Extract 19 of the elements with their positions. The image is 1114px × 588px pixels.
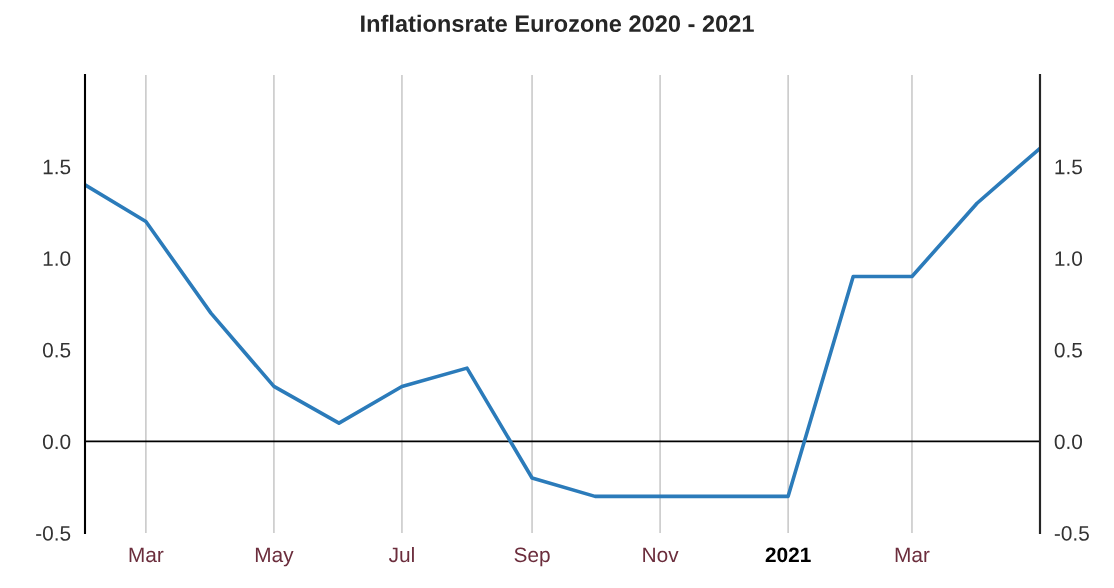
y-tick-label: -0.5 (36, 526, 71, 541)
chart-title: Inflationsrate Eurozone 2020 - 2021 (361, 14, 754, 33)
y2-tick-label: 1.0 (1055, 251, 1083, 266)
y-tick-label: 1.0 (43, 251, 71, 266)
y-tick-label: 1.5 (43, 159, 71, 175)
y2-tick-label: -0.5 (1054, 526, 1089, 541)
y2-tick-label: 0.0 (1054, 434, 1083, 450)
x-tick-label: Sep (514, 547, 550, 567)
y2-tick-label: 1.5 (1055, 159, 1082, 175)
x-tick-label: Mar (895, 547, 930, 563)
x-tick-label: Nov (643, 547, 679, 563)
y-tick-label: 0.0 (42, 434, 71, 450)
y-tick-label: 0.5 (42, 342, 71, 358)
x-tick-label: Jul (388, 546, 414, 563)
line-series (85, 146, 1040, 499)
x-tick-label: May (255, 547, 294, 567)
x-tick-label: 2021 (765, 547, 811, 563)
y2-tick-label: 0.5 (1054, 342, 1082, 358)
x-tick-label: Mar (129, 547, 164, 563)
